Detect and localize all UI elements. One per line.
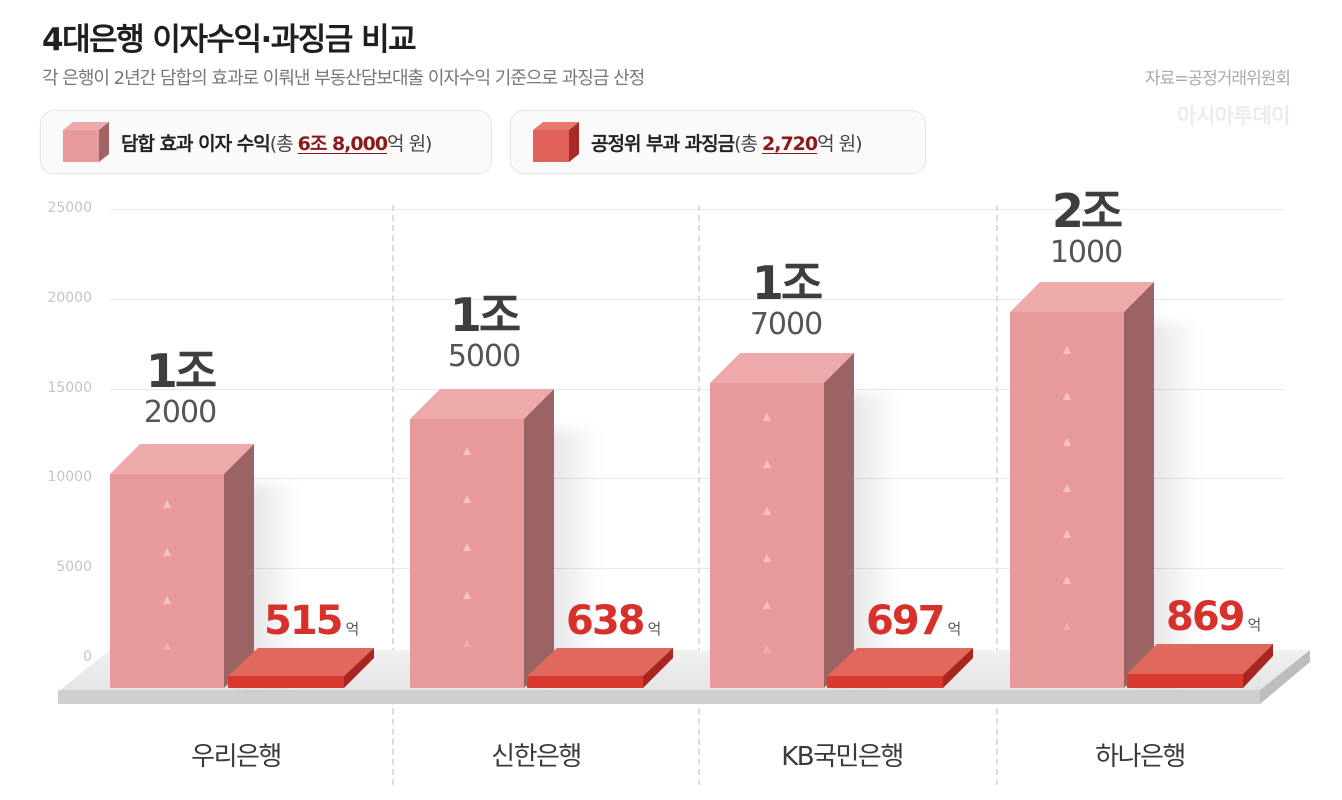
fine-value-label: 697 억 bbox=[866, 598, 962, 644]
interest-bar bbox=[110, 444, 300, 688]
category-label: 하나은행 bbox=[1095, 742, 1186, 772]
chart-title: 4대은행 이자수익·과징금 비교 bbox=[42, 22, 417, 58]
brand-watermark: 아시아투데이 bbox=[1177, 104, 1290, 128]
y-tick: 10000 bbox=[47, 469, 92, 485]
legend-item-fine: 공정위 부과 과징금(총 2,720억 원) bbox=[510, 110, 926, 174]
y-tick: 5000 bbox=[56, 559, 92, 575]
interest-value-label: 2조 1000 bbox=[1049, 184, 1123, 270]
interest-value-label: 1조 5000 bbox=[447, 288, 521, 374]
y-tick: 20000 bbox=[47, 290, 92, 306]
y-tick: 0 bbox=[83, 649, 92, 665]
interest-bar bbox=[410, 389, 600, 688]
base-platform-front bbox=[58, 690, 1260, 704]
category-label: KB국민은행 bbox=[781, 742, 904, 772]
category-divider bbox=[698, 205, 700, 785]
fine-value-label: 638 억 bbox=[566, 598, 662, 644]
interest-bar bbox=[710, 353, 900, 688]
category-divider bbox=[392, 205, 394, 785]
interest-value-label: 1조 7000 bbox=[749, 256, 823, 342]
legend-label: 공정위 부과 과징금 bbox=[591, 132, 735, 155]
y-tick: 25000 bbox=[47, 200, 92, 216]
category-divider bbox=[996, 205, 998, 785]
source-note: 자료=공정거래위원회 bbox=[1144, 69, 1291, 89]
legend-total: 6조 8,000 bbox=[297, 132, 388, 155]
legend-item-interest: 담합 효과 이자 수익(총 6조 8,000억 원) bbox=[40, 110, 492, 174]
legend-total: 2,720 bbox=[762, 132, 818, 155]
chart-subtitle: 각 은행이 2년간 담합의 효과로 이뤄낸 부동산담보대출 이자수익 기준으로 … bbox=[42, 68, 645, 89]
red-cube-icon bbox=[533, 122, 579, 162]
fine-value-label: 869 억 bbox=[1166, 594, 1262, 640]
legend-label: 담합 효과 이자 수익 bbox=[121, 132, 271, 155]
interest-value-label: 1조 2000 bbox=[143, 344, 217, 430]
category-label: 우리은행 bbox=[191, 742, 282, 772]
fine-value-label: 515 억 bbox=[264, 598, 360, 644]
category-label: 신한은행 bbox=[491, 742, 582, 772]
pink-cube-icon bbox=[63, 122, 109, 162]
y-tick: 15000 bbox=[47, 380, 92, 396]
interest-bar bbox=[1010, 282, 1200, 688]
